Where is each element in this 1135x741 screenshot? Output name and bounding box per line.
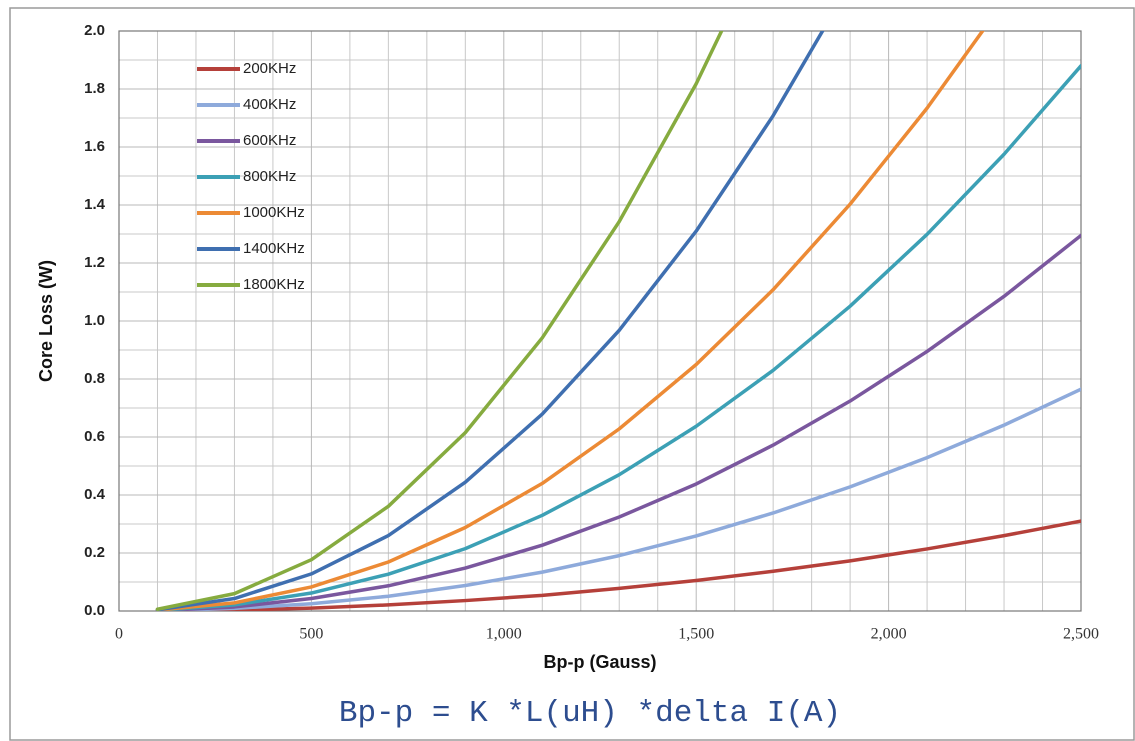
series-line [155, 31, 825, 611]
series-line [155, 31, 724, 611]
x-tick-label: 500 [299, 626, 323, 643]
legend-label: 600KHz [243, 132, 296, 149]
formula: Bp-p = K *L(uH) *delta I(A) [339, 696, 841, 731]
plot-area [118, 30, 1082, 612]
series-line [155, 31, 985, 611]
series-line [155, 387, 1081, 611]
y-axis-label: Core Loss (W) [36, 260, 56, 382]
y-tick-label: 0.2 [84, 544, 105, 561]
series-line [155, 233, 1081, 611]
series-line [155, 519, 1081, 611]
legend-label: 1400KHz [243, 240, 305, 257]
legend-label: 1800KHz [243, 276, 305, 293]
legend-label: 1000KHz [243, 204, 305, 221]
x-tick-label: 1,000 [486, 626, 522, 643]
x-tick-label: 1,500 [678, 626, 714, 643]
y-tick-label: 1.4 [84, 196, 106, 213]
x-tick-label: 2,000 [871, 626, 907, 643]
series-line [155, 64, 1081, 611]
x-axis-label: Bp-p (Gauss) [543, 652, 656, 672]
y-tick-label: 1.6 [84, 138, 105, 155]
legend-label: 800KHz [243, 168, 296, 185]
y-tick-label: 2.0 [84, 22, 105, 39]
y-tick-label: 0.4 [84, 486, 106, 503]
legend-label: 200KHz [243, 60, 296, 77]
y-tick-label: 0.0 [84, 602, 105, 619]
x-tick-label: 0 [115, 626, 123, 643]
y-tick-label: 1.0 [84, 312, 105, 329]
y-tick-label: 1.8 [84, 80, 105, 97]
y-tick-label: 0.6 [84, 428, 105, 445]
frame [9, 7, 1135, 741]
x-tick-label: 2,500 [1063, 626, 1099, 643]
y-tick-label: 0.8 [84, 370, 105, 387]
legend-label: 400KHz [243, 96, 296, 113]
series-group [155, 31, 1081, 611]
y-tick-label: 1.2 [84, 254, 105, 271]
